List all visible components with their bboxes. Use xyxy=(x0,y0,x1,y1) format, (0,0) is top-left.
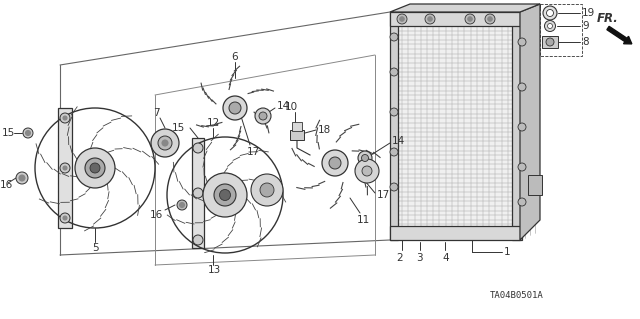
Text: 17: 17 xyxy=(247,147,260,157)
Bar xyxy=(512,12,522,240)
Circle shape xyxy=(75,148,115,188)
Text: 18: 18 xyxy=(318,125,332,135)
Circle shape xyxy=(390,33,398,41)
Circle shape xyxy=(390,183,398,191)
Circle shape xyxy=(355,159,379,183)
Circle shape xyxy=(485,14,495,24)
Text: TA04B0501A: TA04B0501A xyxy=(490,291,544,300)
Circle shape xyxy=(358,151,372,165)
Bar xyxy=(540,4,582,56)
Circle shape xyxy=(260,183,274,197)
Circle shape xyxy=(329,157,341,169)
Text: 14: 14 xyxy=(392,136,405,146)
Circle shape xyxy=(193,235,203,245)
Text: 16: 16 xyxy=(0,180,13,190)
Circle shape xyxy=(518,198,526,206)
Circle shape xyxy=(63,216,67,220)
Circle shape xyxy=(322,150,348,176)
Circle shape xyxy=(547,24,552,28)
Bar xyxy=(528,175,542,195)
Circle shape xyxy=(518,83,526,91)
Circle shape xyxy=(19,175,25,181)
Text: 17: 17 xyxy=(377,190,390,200)
Text: 16: 16 xyxy=(150,210,163,220)
Bar xyxy=(395,25,515,230)
Circle shape xyxy=(23,128,33,138)
Text: 8: 8 xyxy=(582,37,589,47)
Circle shape xyxy=(60,113,70,123)
Circle shape xyxy=(60,163,70,173)
Circle shape xyxy=(425,14,435,24)
Circle shape xyxy=(488,17,493,21)
Circle shape xyxy=(465,14,475,24)
Text: 5: 5 xyxy=(92,243,99,253)
Circle shape xyxy=(518,123,526,131)
Circle shape xyxy=(177,200,187,210)
Circle shape xyxy=(390,108,398,116)
Circle shape xyxy=(547,10,554,17)
Bar xyxy=(290,130,304,140)
Circle shape xyxy=(518,38,526,46)
Text: 4: 4 xyxy=(442,253,449,263)
Circle shape xyxy=(545,20,556,32)
Circle shape xyxy=(362,166,372,176)
Circle shape xyxy=(397,14,407,24)
Circle shape xyxy=(214,184,236,206)
Text: 7: 7 xyxy=(153,108,159,118)
Circle shape xyxy=(162,140,168,146)
Text: 12: 12 xyxy=(207,118,220,128)
Text: 1: 1 xyxy=(504,247,511,257)
Circle shape xyxy=(399,17,404,21)
Text: 13: 13 xyxy=(208,265,221,275)
Circle shape xyxy=(223,96,247,120)
Circle shape xyxy=(85,158,105,178)
Circle shape xyxy=(179,203,184,207)
Text: 2: 2 xyxy=(396,253,403,263)
Text: FR.: FR. xyxy=(597,11,619,25)
FancyArrow shape xyxy=(607,26,632,44)
Circle shape xyxy=(255,108,271,124)
Circle shape xyxy=(63,166,67,170)
Text: 11: 11 xyxy=(357,215,371,225)
Circle shape xyxy=(390,148,398,156)
Circle shape xyxy=(193,188,203,198)
Circle shape xyxy=(251,174,283,206)
Circle shape xyxy=(151,129,179,157)
Circle shape xyxy=(90,163,100,173)
Text: 3: 3 xyxy=(416,253,422,263)
Circle shape xyxy=(193,143,203,153)
Text: 15: 15 xyxy=(2,128,15,138)
Text: 9: 9 xyxy=(582,21,589,31)
Circle shape xyxy=(158,136,172,150)
Bar xyxy=(58,108,72,228)
Circle shape xyxy=(518,163,526,171)
Bar xyxy=(542,36,558,48)
Polygon shape xyxy=(520,4,540,240)
Bar xyxy=(292,122,302,131)
Circle shape xyxy=(16,172,28,184)
Circle shape xyxy=(390,68,398,76)
Bar xyxy=(390,12,520,26)
Bar xyxy=(390,12,398,240)
Circle shape xyxy=(428,17,433,21)
Circle shape xyxy=(362,154,369,161)
Text: 15: 15 xyxy=(172,123,185,133)
Circle shape xyxy=(229,102,241,114)
Bar xyxy=(390,226,520,240)
Text: 10: 10 xyxy=(285,102,298,112)
Circle shape xyxy=(26,130,31,136)
Text: 6: 6 xyxy=(231,52,237,62)
Circle shape xyxy=(220,189,230,201)
Circle shape xyxy=(546,38,554,46)
Circle shape xyxy=(63,116,67,120)
Circle shape xyxy=(467,17,472,21)
Text: 19: 19 xyxy=(582,8,595,18)
Circle shape xyxy=(259,112,267,120)
Polygon shape xyxy=(390,4,540,12)
Circle shape xyxy=(203,173,247,217)
Circle shape xyxy=(60,213,70,223)
Text: 14: 14 xyxy=(277,101,291,111)
Circle shape xyxy=(543,6,557,20)
Bar xyxy=(192,138,204,248)
